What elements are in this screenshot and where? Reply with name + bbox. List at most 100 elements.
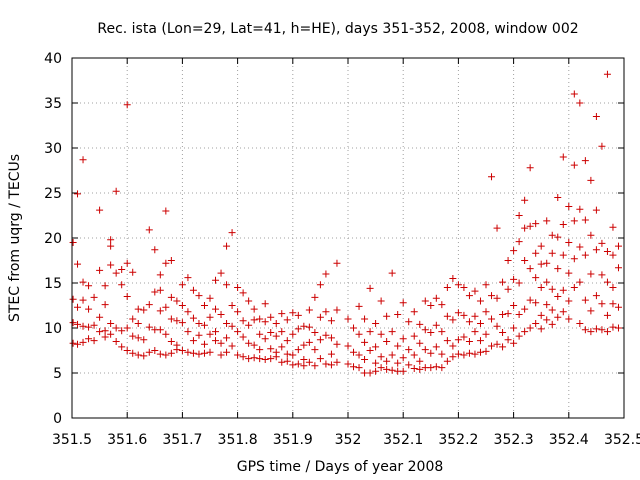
data-point [421,326,429,334]
data-point [289,351,297,359]
data-point [195,350,203,358]
data-point [167,349,175,357]
data-point [129,332,137,340]
data-point [118,266,126,273]
data-point [107,242,115,250]
data-point [178,281,186,289]
data-point [107,236,115,244]
data-point [322,270,330,278]
data-point [289,309,297,317]
data-point [394,359,402,367]
data-point [272,320,280,327]
data-point [394,342,402,350]
data-point [184,328,192,336]
data-point [410,365,418,372]
data-point [521,305,529,313]
data-point [90,337,98,345]
data-point [565,297,573,305]
data-point [300,322,308,330]
data-point [416,339,424,347]
data-point [79,338,87,346]
data-point [465,318,473,326]
data-point [504,285,512,293]
data-point [454,309,462,317]
x-tick-label: 351.8 [218,432,258,448]
data-point [460,333,468,341]
data-point [189,337,197,345]
data-point [443,337,451,345]
data-point [228,302,236,309]
data-point [576,99,584,107]
data-point [372,343,380,351]
data-point [118,327,126,335]
data-point [570,255,578,263]
data-point [449,316,457,324]
data-point [134,334,142,342]
data-point [449,342,457,350]
data-point [515,279,523,287]
data-point [195,320,203,327]
data-point [493,340,501,348]
data-point [427,349,435,357]
plot-frame [71,57,625,419]
x-axis-label: GPS time / Days of year 2008 [237,459,444,475]
data-point [581,296,589,304]
data-point [471,350,479,358]
data-point [377,364,385,372]
data-point [118,281,126,289]
data-point [112,269,120,277]
x-tick-label: 352.3 [494,432,534,448]
data-point [173,346,181,354]
data-point [300,341,308,349]
data-point [134,351,142,359]
data-point [173,317,181,325]
data-point [504,310,512,318]
data-point [272,353,280,361]
data-point [178,302,186,309]
data-point [167,315,175,323]
data-point [399,367,407,375]
data-point [189,314,197,322]
data-point [532,320,540,327]
data-point [427,329,435,336]
data-point [598,300,606,308]
data-point [234,351,242,359]
data-point [592,113,600,120]
data-point [399,354,407,362]
data-point [256,330,264,338]
data-point [372,367,380,375]
data-point [200,349,208,357]
y-tick-label: 20 [44,231,62,247]
x-tick-label: 351.9 [273,432,313,448]
data-point [344,342,352,350]
data-point [261,318,269,326]
data-point [438,350,446,358]
data-point [267,345,275,353]
data-point [162,303,170,311]
data-point [167,293,175,301]
data-point [261,356,269,363]
data-point [603,311,611,319]
data-point [134,305,142,313]
data-point [316,336,324,344]
data-point [598,271,606,279]
data-point [355,330,363,338]
data-point [443,357,451,365]
data-point [333,358,341,366]
data-point [449,353,457,361]
data-point [206,330,214,338]
data-point [267,329,275,336]
data-point [300,356,308,363]
data-point [96,266,104,274]
data-point [223,242,231,250]
data-point [532,299,540,307]
data-point [603,328,611,336]
x-tick-label: 352.5 [604,432,640,448]
data-point [162,330,170,338]
data-point [178,319,186,327]
data-point [383,338,391,345]
data-point [239,289,247,297]
data-point [85,323,93,331]
data-point [465,292,473,300]
data-point [217,351,225,359]
